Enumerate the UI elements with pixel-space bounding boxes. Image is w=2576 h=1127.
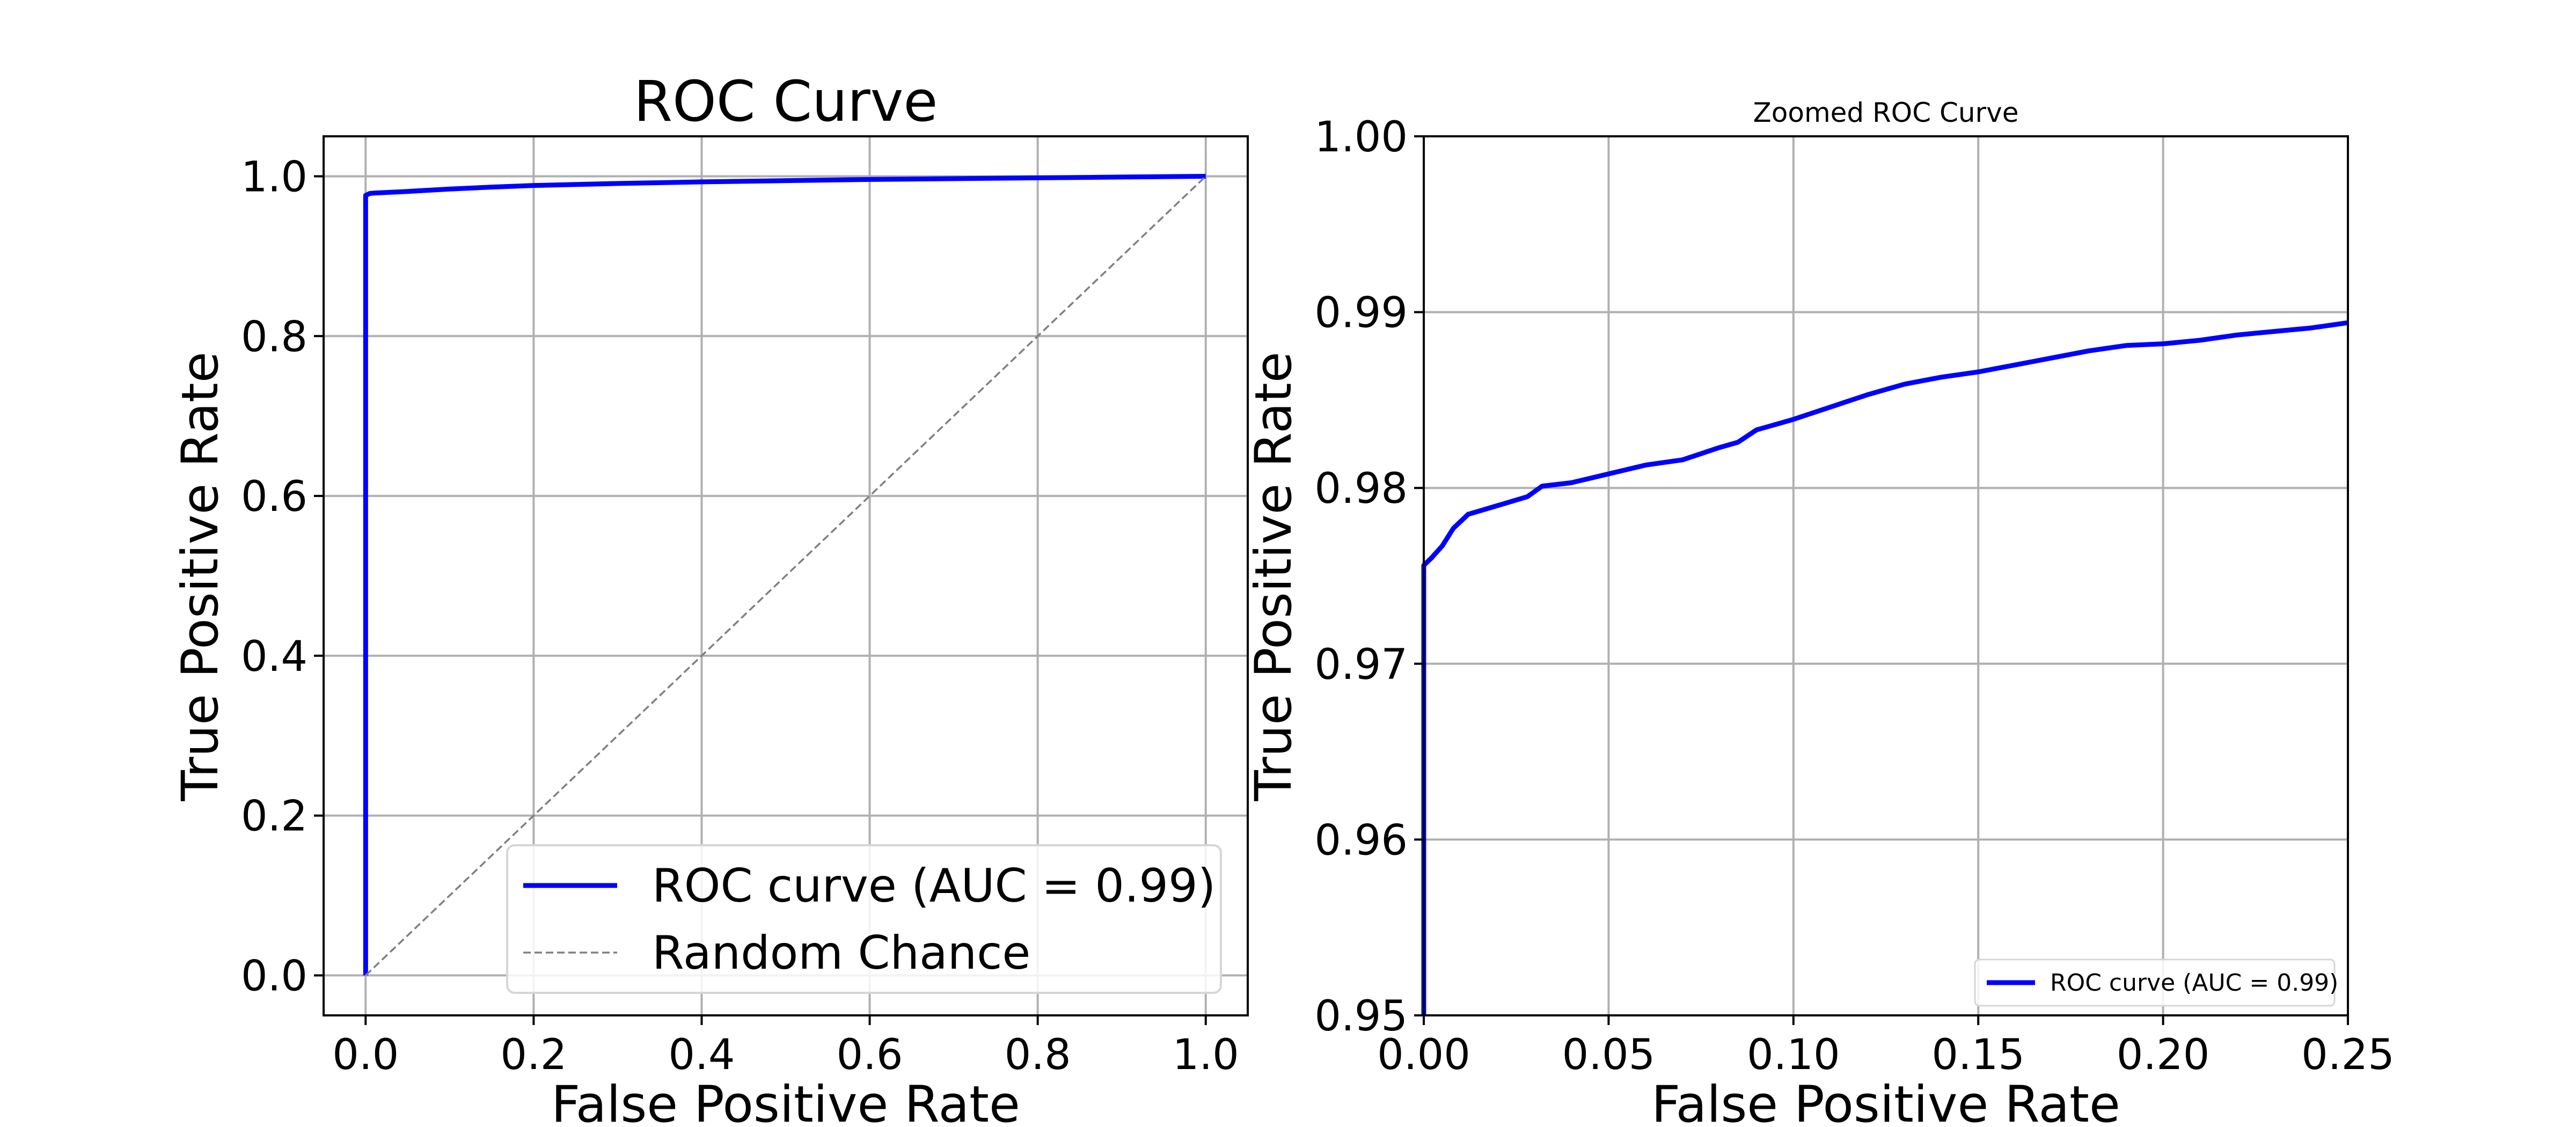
x-tick-label: 0.4 [668, 1031, 735, 1079]
y-tick-label: 1.00 [1314, 113, 1408, 162]
legend-label: ROC curve (AUC = 0.99) [652, 859, 1216, 913]
x-tick-label: 0.0 [332, 1031, 399, 1079]
chart-title: Zoomed ROC Curve [1753, 97, 2019, 128]
x-tick-label: 0.25 [2301, 1031, 2395, 1079]
y-tick-label: 0.98 [1314, 465, 1408, 513]
x-tick-label: 0.2 [500, 1031, 567, 1079]
legend: ROC curve (AUC = 0.99) [1974, 958, 2338, 1007]
y-tick-label: 0.97 [1314, 641, 1408, 689]
x-tick-label: 1.0 [1173, 1031, 1239, 1079]
y-tick-label: 0.6 [241, 473, 308, 521]
y-tick-label: 0.96 [1314, 816, 1408, 865]
x-tick-label: 0.20 [2117, 1031, 2210, 1079]
legend-label: Random Chance [652, 926, 1030, 980]
zoomed-roc-chart: 0.00 0.05 0.10 0.15 0.20 0.25 0.95 0.96 0.97 0.98… [1245, 97, 2395, 1127]
y-axis-label: True Positive Rate [1245, 352, 1303, 801]
x-tick-label: 0.15 [1931, 1031, 2025, 1079]
x-tick-label: 0.05 [1562, 1031, 1656, 1079]
y-tick-label: 1.0 [241, 153, 308, 201]
roc-curve-line [363, 174, 1206, 976]
roc-chart: 0.0 0.2 0.4 0.6 0.8 1.0 0.0 0.2 0.4 0.6 0.8 1.0 ROC… [171, 69, 1249, 1127]
x-tick-label: 0.00 [1377, 1031, 1470, 1079]
plot-frame [1423, 135, 2349, 1016]
y-tick-label: 0.99 [1314, 289, 1408, 338]
x-tick-label: 0.8 [1005, 1031, 1071, 1079]
y-tick-label: 0.2 [241, 793, 308, 841]
y-tick-label: 0.4 [241, 633, 308, 681]
y-tick-label: 0.95 [1314, 992, 1408, 1041]
y-axis-label: True Positive Rate [171, 352, 230, 801]
chart-title: ROC Curve [634, 69, 938, 134]
y-tick-label: 0.8 [241, 313, 308, 361]
roc-curve-line [1421, 320, 2348, 1015]
random-chance-line [365, 175, 1206, 976]
x-axis-label: False Positive Rate [551, 1075, 1020, 1127]
x-tick-label: 0.10 [1747, 1031, 1840, 1079]
x-axis-label: False Positive Rate [1651, 1075, 2120, 1127]
y-tick-label: 0.0 [241, 953, 308, 1001]
legend-label: ROC curve (AUC = 0.99) [2050, 969, 2338, 997]
legend: ROC curve (AUC = 0.99) Random Chance [506, 844, 1222, 994]
plot-frame [323, 135, 1249, 1016]
x-tick-label: 0.6 [837, 1031, 903, 1079]
